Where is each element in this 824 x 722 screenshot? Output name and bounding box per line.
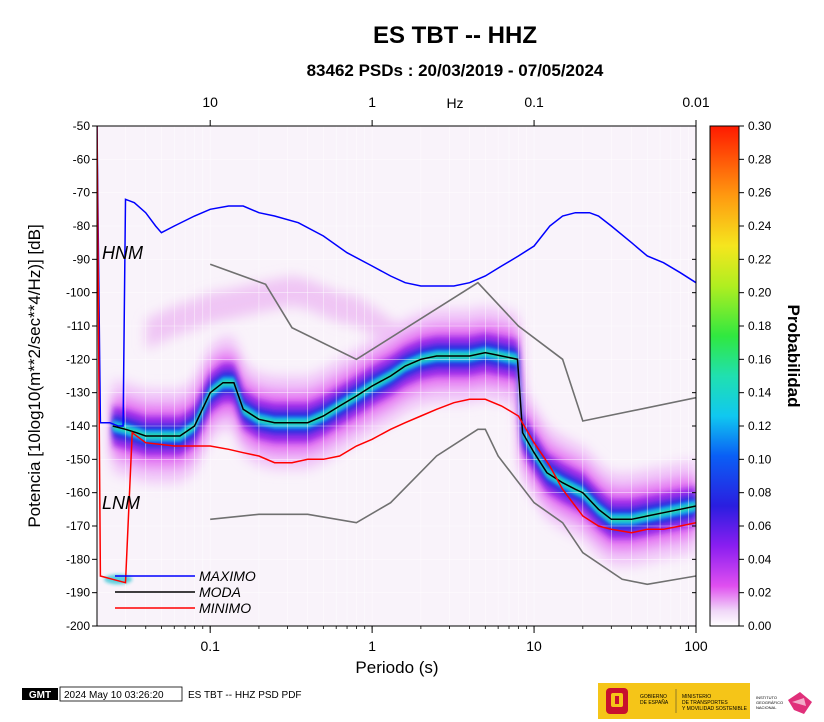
ign-line3: NACIONAL (756, 705, 777, 710)
colorbar-tick-label: 0.06 (748, 519, 772, 533)
y-tick-label: -110 (67, 319, 90, 333)
colorbar-ticks: 0.00 0.02 0.04 0.06 0.08 0.10 0.12 0.14 0.16 0.18… (739, 119, 772, 633)
y-tick-label: -190 (66, 586, 90, 600)
legend: MAXIMO MODA MINIMO (115, 568, 256, 616)
ministry-line2: DE TRANSPORTES (682, 700, 728, 706)
density-band (112, 341, 696, 531)
colorbar-tick-label: 0.30 (748, 119, 772, 133)
colorbar-tick-label: 0.24 (748, 219, 772, 233)
colorbar-tick-label: 0.14 (748, 386, 772, 400)
colorbar-gradient (709, 125, 740, 627)
density-band (112, 346, 696, 526)
y-tick-label: -100 (66, 286, 90, 300)
y-tick-label: -130 (66, 386, 90, 400)
top-tick-label: 0.1 (524, 94, 544, 110)
noise-models (209, 263, 696, 586)
y-tick-label: -170 (66, 519, 90, 533)
top-tick-label: 0.01 (682, 94, 709, 110)
x-axis-label: Periodo (s) (355, 658, 438, 677)
x-tick-label: 0.1 (200, 638, 220, 654)
ign-line1: INSTITUTO (756, 695, 777, 700)
colorbar-label: Probabilidad (784, 305, 803, 408)
y-tick-label: -90 (73, 252, 91, 266)
footer: GMT 2024 May 10 03:26:20 ES TBT -- HHZ P… (22, 683, 822, 719)
chart-title: ES TBT -- HHZ (373, 22, 537, 49)
y-axis-label: Potencia [10log10(m**2/sec**4/Hz)] [dB] (25, 224, 44, 527)
chart-subtitle: 83462 PSDs : 20/03/2019 - 07/05/2024 (307, 61, 604, 80)
y-tick-label: -80 (73, 219, 91, 233)
colorbar-tick-label: 0.26 (748, 186, 772, 200)
colorbar: 0.00 0.02 0.04 0.06 0.08 0.10 0.12 0.14 0.16 0.18… (709, 119, 803, 633)
axes: -200 -190 -180 -170 -160 -150 -140 -130 -120 -110… (66, 94, 710, 654)
legend-minimo-label: MINIMO (199, 600, 251, 616)
model-line-lnm (210, 428, 696, 586)
timestamp-box (59, 686, 183, 702)
colorbar-tick-label: 0.16 (748, 352, 772, 366)
gmt-logo-text: GMT (29, 690, 51, 701)
lnm-label: LNM (102, 493, 140, 513)
y-tick-label: -200 (66, 619, 90, 633)
y-tick-label: -50 (73, 119, 91, 133)
colorbar-tick-label: 0.18 (748, 319, 772, 333)
colorbar-tick-label: 0.10 (748, 452, 772, 466)
y-tick-label: -70 (73, 186, 91, 200)
gov-line2: DE ESPAÑA (640, 699, 669, 706)
density-band (112, 332, 696, 540)
colorbar-tick-label: 0.22 (748, 252, 772, 266)
grid (97, 126, 696, 626)
series-line-maximo (97, 126, 696, 427)
hnm-label: HNM (102, 243, 143, 263)
colorbar-tick-label: 0.02 (748, 586, 772, 600)
density-ghost-band (145, 276, 406, 363)
top-tick-label: 1 (368, 94, 376, 110)
ign-logo-icon (788, 692, 812, 714)
y-tick-label: -180 (66, 552, 90, 566)
y-tick-label: -140 (66, 419, 90, 433)
y-tick-label: -60 (73, 152, 91, 166)
x-tick-label: 1 (368, 638, 376, 654)
timestamp: 2024 May 10 03:26:20 (64, 690, 164, 701)
plot-frame (96, 125, 697, 627)
colorbar-tick-label: 0.00 (748, 619, 772, 633)
coat-of-arms-icon (606, 688, 628, 714)
x-tick-label: 10 (526, 638, 542, 654)
colorbar-tick-label: 0.08 (748, 486, 772, 500)
gov-line1: GOBIERNO (640, 694, 667, 700)
ign-line2: GEOGRÁFICO (756, 700, 783, 705)
ministry-line1: MINISTERIO (682, 694, 711, 700)
ministry-line3: Y MOVILIDAD SOSTENIBLE (682, 706, 748, 712)
series-line-minimo (97, 126, 696, 584)
top-tick-label: 10 (202, 94, 218, 110)
y-tick-label: -120 (66, 352, 90, 366)
model-line-hnm (209, 263, 696, 422)
colorbar-tick-label: 0.20 (748, 286, 772, 300)
gmt-logo (22, 688, 58, 700)
series-line-moda (112, 351, 696, 521)
legend-maximo-label: MAXIMO (199, 568, 256, 584)
x-tick-label: 100 (684, 638, 708, 654)
legend-moda-label: MODA (199, 584, 241, 600)
y-tick-label: -150 (66, 452, 90, 466)
colorbar-tick-label: 0.04 (748, 552, 772, 566)
footer-caption: ES TBT -- HHZ PSD PDF (188, 690, 302, 701)
top-axis-unit: Hz (446, 95, 463, 111)
series-lines (97, 126, 696, 584)
y-tick-label: -160 (66, 486, 90, 500)
colorbar-tick-label: 0.28 (748, 152, 772, 166)
colorbar-tick-label: 0.12 (748, 419, 772, 433)
